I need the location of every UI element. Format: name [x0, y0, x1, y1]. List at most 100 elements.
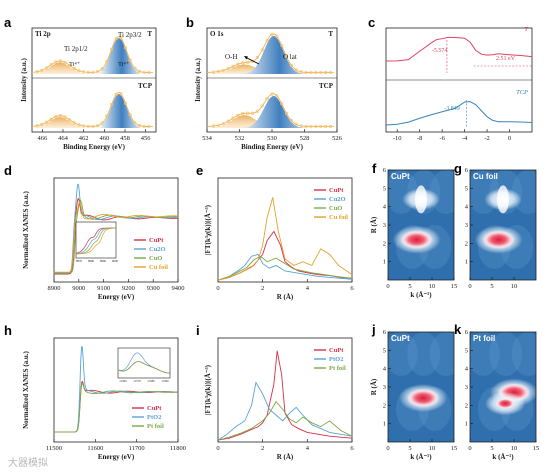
panel-h-inset-tick: 11590 — [161, 379, 169, 383]
panel-h-inset-tick: 11560 — [119, 379, 127, 383]
panel-e-legend-label: CuPt — [329, 187, 344, 194]
panel-f-ytick-label: 1 — [383, 259, 386, 266]
panel-a-data-point — [123, 46, 128, 50]
panel-j-texture — [429, 332, 454, 376]
panel-a-xlabel: Binding Energy (eV) — [63, 143, 126, 151]
panel-e-xtick-label: 4 — [306, 285, 310, 292]
panel-d-xlabel: Energy (eV) — [98, 293, 135, 301]
panel-b-data-point — [319, 70, 323, 75]
panel-b-data-point — [211, 124, 216, 128]
panel-a-data-point — [54, 60, 58, 64]
panel-a-data-point — [40, 122, 44, 127]
panel-a-data-point — [147, 70, 151, 75]
panel-d-legend-label: Cu foil — [149, 264, 168, 271]
panel-a-data-point — [91, 70, 95, 74]
panel-b-data-point — [309, 124, 313, 129]
panel-a-xtick-label: 458 — [120, 135, 130, 142]
panel-a-data-point — [114, 36, 118, 41]
panel-e-xtick-label: 2 — [261, 285, 264, 292]
panel-b-data-point — [299, 124, 303, 128]
panel-i-frame — [217, 337, 353, 443]
panel-g-ytick-label: 6 — [465, 167, 469, 174]
panel-a-data-point — [63, 115, 67, 119]
panel-a-top-label: T — [147, 30, 152, 38]
panel-b-data-point — [289, 118, 294, 123]
panel-a-xtick-label: 462 — [79, 135, 89, 142]
panel-b-data-point — [216, 123, 220, 127]
panel-letter-j: j — [371, 322, 376, 337]
panel-b-data-point — [231, 64, 235, 68]
panel-c-annotation: -5.574 — [432, 48, 448, 54]
panel-a-data-point — [105, 114, 109, 118]
panel-k-hotspot-core — [495, 398, 515, 409]
panel-b-data-point — [328, 124, 333, 129]
panel-f-ytick-label: 2 — [383, 240, 386, 247]
panel-d-legend-label: Cu2O — [149, 246, 166, 253]
panel-k-ytick-label: 4 — [465, 366, 469, 373]
panel-letter-e: e — [196, 163, 203, 178]
panel-k-title: Pt foil — [473, 334, 495, 343]
panel-j-title: CuPt — [391, 334, 410, 343]
panel-a-data-point — [137, 123, 142, 128]
panel-k-xtick-label: 5 — [490, 445, 493, 452]
panel-b-data-point — [226, 119, 230, 123]
panel-letter-d: d — [4, 163, 12, 178]
panel-e-series-CuPt — [217, 230, 353, 281]
panel-a-data-point — [63, 60, 67, 65]
panel-f-xtick-label: 10 — [429, 283, 436, 290]
panel-f-xtick-label: 15 — [451, 283, 458, 290]
panel-a-data-point — [68, 63, 72, 68]
panel-d-frame — [53, 177, 179, 283]
panel-a-data-point — [114, 92, 118, 96]
panel-b-xtick-label: 532 — [235, 135, 245, 142]
panel-a: 466 464 462 460 458 456 a Binding Energy (eV) In… — [4, 15, 157, 151]
panel-b-data-point — [280, 102, 284, 106]
panel-i-legend-label: PtO2 — [329, 356, 343, 363]
panel-c-xtick-label: -10 — [393, 135, 402, 142]
panel-a-data-point — [109, 47, 114, 51]
panel-a-data-point — [54, 114, 58, 119]
panel-letter-h: h — [4, 323, 12, 338]
panel-a-data-point — [142, 124, 146, 128]
panel-h-frame — [53, 337, 179, 443]
panel-f-ytick-label: 4 — [383, 204, 387, 211]
panel-j-ytick-label: 3 — [383, 384, 386, 391]
panel-a-data-point — [119, 36, 123, 40]
panel-a-data-point — [147, 124, 151, 129]
panel-c-series-T — [385, 36, 533, 62]
panel-b-data-point — [275, 34, 279, 38]
panel-a-data-point — [35, 124, 39, 128]
panel-g-plot — [470, 170, 536, 280]
panel-k-ytick-label: 5 — [465, 347, 468, 354]
panel-b-annotation: O lat — [283, 53, 297, 61]
panel-a-annotation: Ti⁴⁺ — [118, 61, 130, 68]
panel-a-data-point — [137, 69, 142, 74]
panel-c-annotation: 2.51 eV — [496, 56, 516, 62]
panel-c-series-label: T — [524, 26, 528, 33]
panel-j-ytick-label: 2 — [383, 402, 386, 409]
panel-b-peak-olat-fill — [239, 96, 313, 128]
panel-g-xtick-label: 0 — [468, 283, 471, 290]
panel-letter-b: b — [186, 15, 194, 30]
panel-b-arrow — [244, 56, 260, 65]
panel-j-xtick-label: 5 — [408, 445, 411, 452]
panel-a-annotation: Ti 2p1/2 — [64, 45, 88, 53]
panel-j-hotspot-core — [407, 389, 440, 407]
panel-b-peak-olat-fill — [239, 36, 313, 74]
panel-k-xtick-label: 15 — [533, 445, 540, 452]
panel-g: 0 5 10 1 2 3 4 5 6 Cu foil g — [454, 161, 537, 290]
panel-h-inset-tick: 11570 — [133, 379, 141, 383]
panel-f-plot — [388, 170, 454, 280]
panel-k-texture — [470, 332, 500, 376]
panel-f-xtick-label: 5 — [408, 283, 411, 290]
panel-b-data-point — [280, 43, 284, 48]
panel-letter-a: a — [4, 15, 12, 30]
panel-d-series-Cu foil — [54, 201, 179, 273]
panel-h-xtick-label: 11800 — [170, 445, 186, 452]
panel-e-series-CuO — [217, 255, 353, 281]
panel-d-inset-series-CuO — [75, 227, 116, 255]
panel-b-data-point — [241, 61, 245, 65]
panel-b-data-point — [216, 69, 220, 74]
panel-k: 0 5 10 15 1 2 3 4 5 6 Pt foil k (Å⁻¹) k — [454, 322, 540, 461]
